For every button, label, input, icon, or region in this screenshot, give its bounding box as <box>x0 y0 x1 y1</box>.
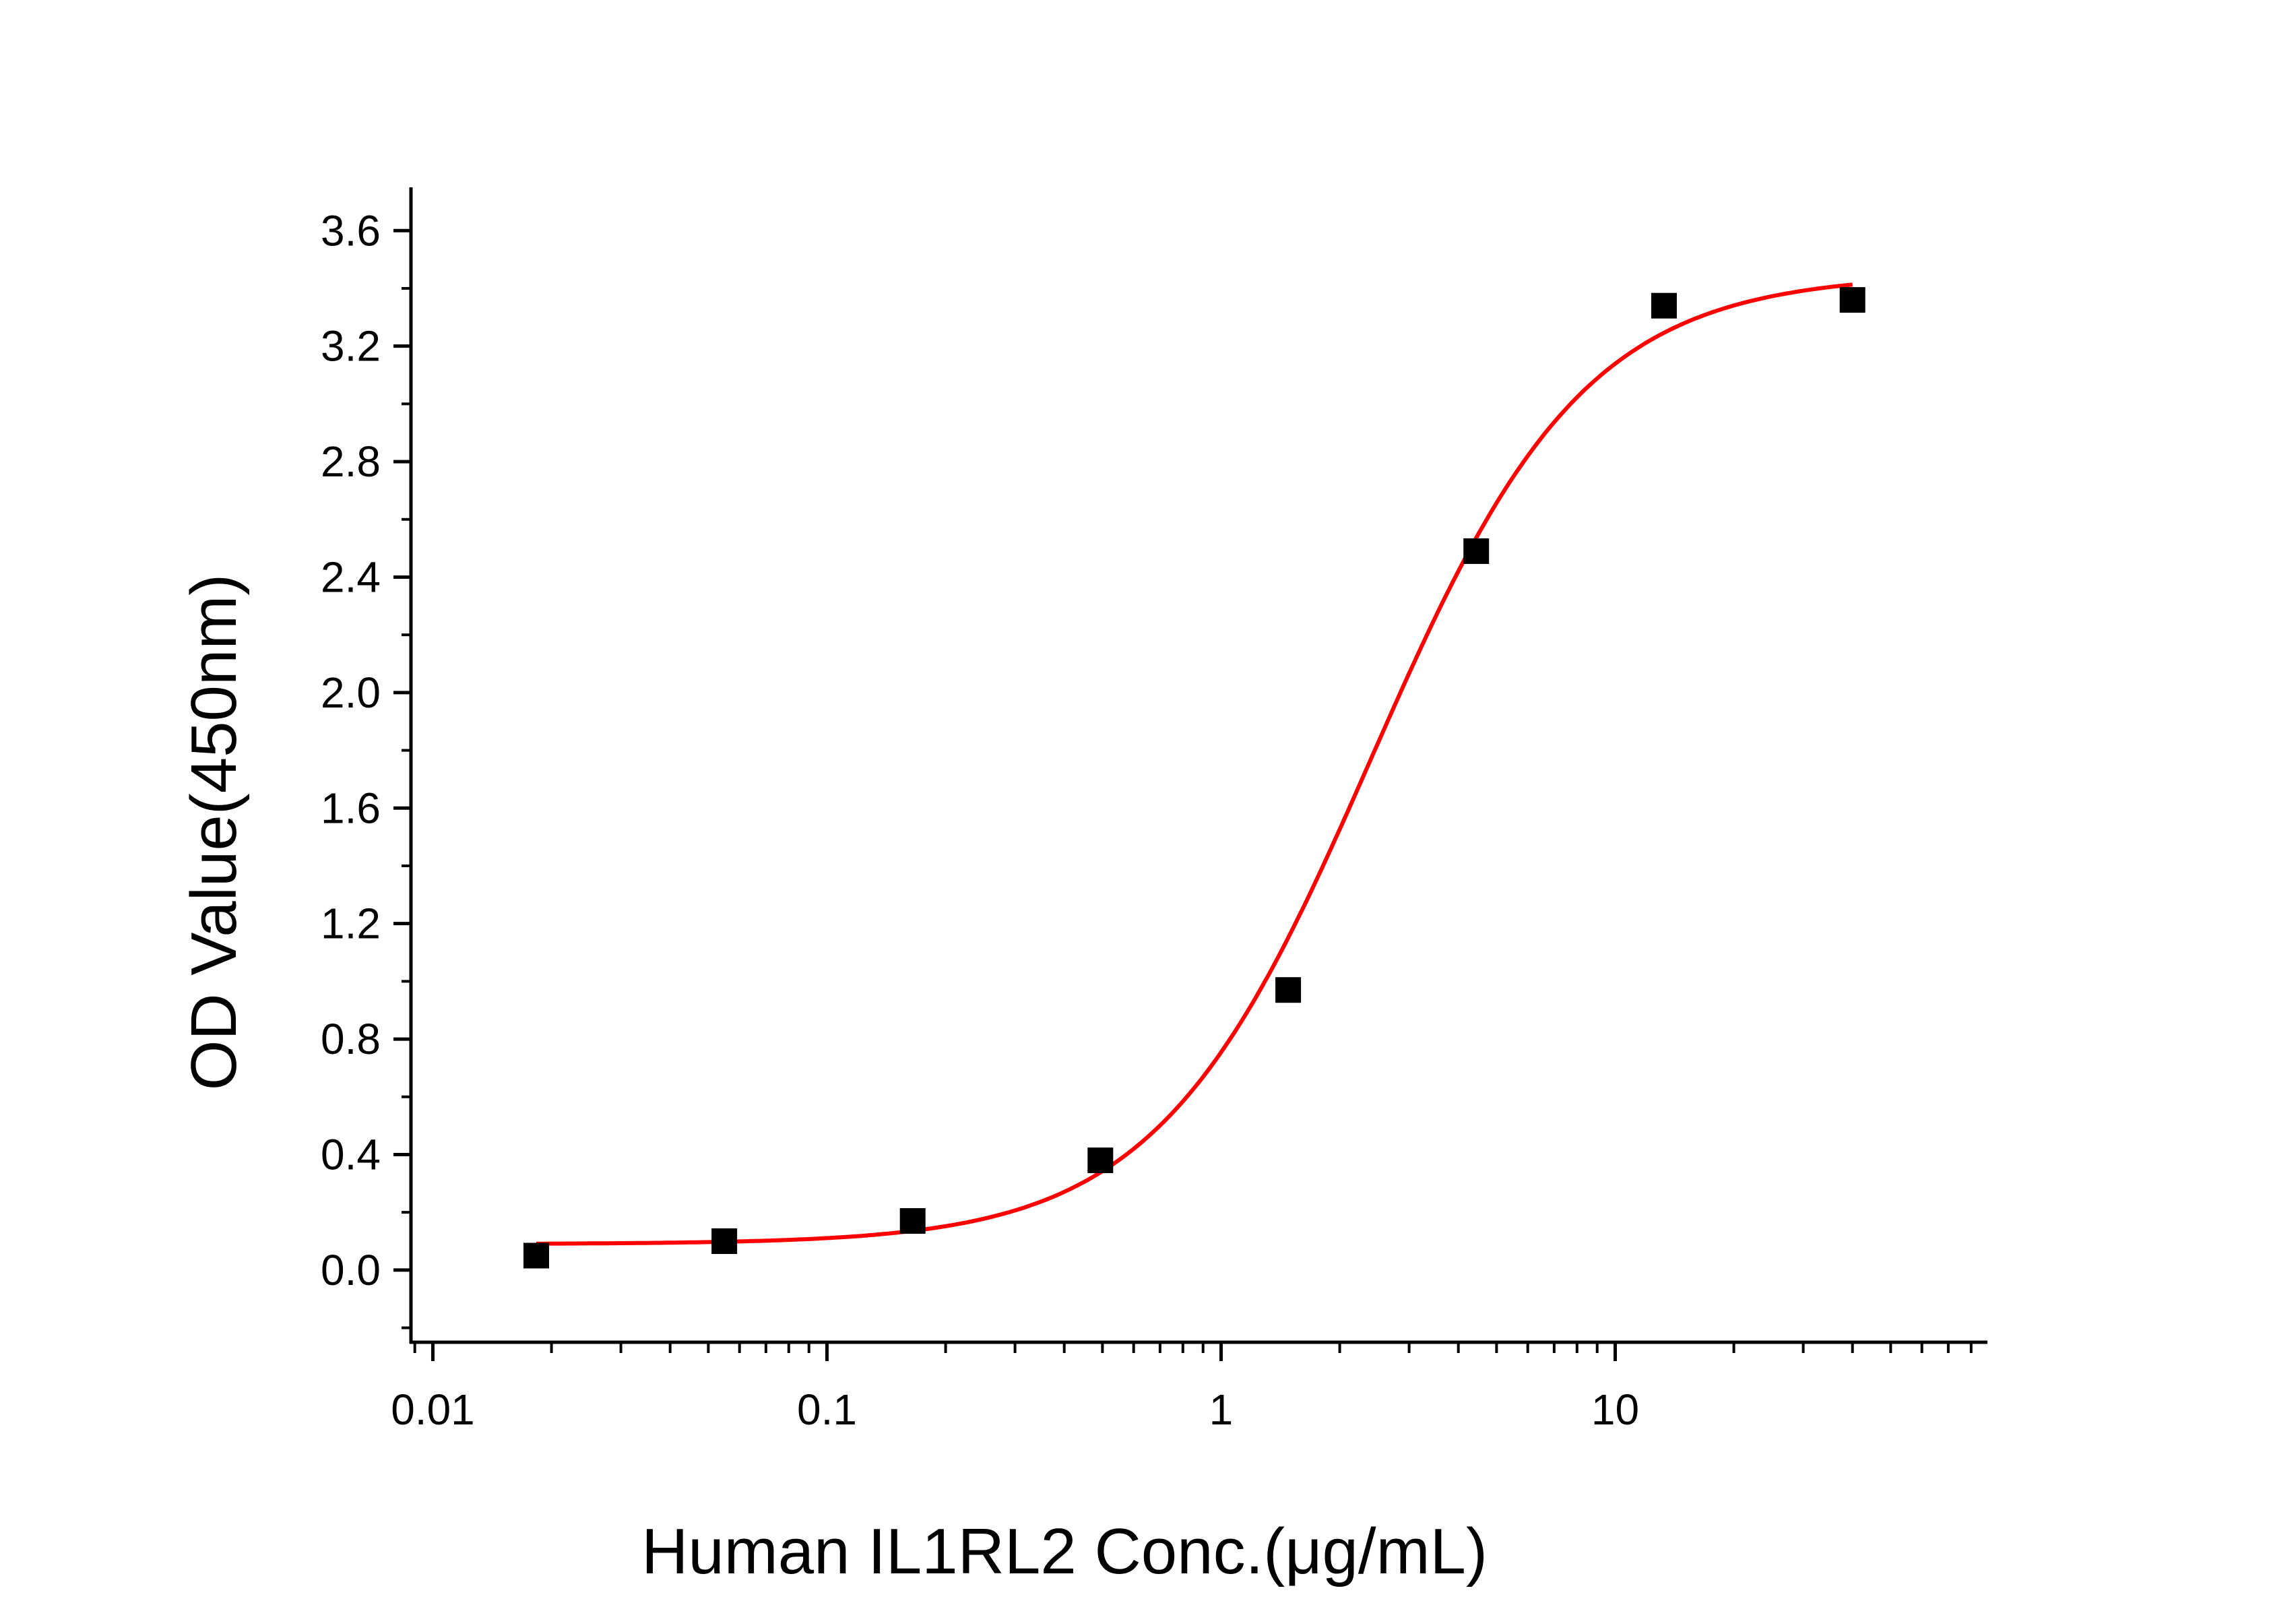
data-point <box>1839 287 1865 313</box>
y-tick-label: 1.6 <box>321 784 381 832</box>
data-point <box>899 1208 926 1234</box>
y-axis-ticks: 0.0 0.4 0.8 1.2 1.6 2.0 2.4 2.8 3.2 3.6 <box>321 206 411 1329</box>
y-tick-label: 3.2 <box>321 322 381 371</box>
y-tick-label: 1.2 <box>321 900 381 948</box>
x-tick-label: 0.1 <box>797 1385 857 1434</box>
fit-curve-layer <box>536 282 1853 1246</box>
fit-curve <box>536 282 1853 1246</box>
data-point <box>1651 292 1677 319</box>
data-point <box>711 1228 738 1255</box>
data-point <box>1087 1148 1114 1174</box>
y-axis-title: OD Value(450nm) <box>178 574 250 1091</box>
x-axis-ticks: 0.01 0.1 1 10 <box>391 1342 1973 1434</box>
y-tick-label: 0.4 <box>321 1130 381 1178</box>
axes <box>409 187 1987 1344</box>
y-tick-label: 2.0 <box>321 668 381 717</box>
y-tick-label: 3.6 <box>321 206 381 255</box>
x-tick-label: 10 <box>1591 1385 1639 1434</box>
y-tick-label: 0.8 <box>321 1015 381 1063</box>
data-point <box>523 1243 550 1269</box>
y-tick-label: 0.0 <box>321 1246 381 1294</box>
y-tick-label: 2.4 <box>321 553 381 601</box>
data-points-layer <box>523 287 1865 1269</box>
y-tick-label: 2.8 <box>321 437 381 486</box>
data-point <box>1463 538 1490 564</box>
x-tick-label: 1 <box>1209 1385 1234 1434</box>
x-axis-title: Human IL1RL2 Conc.(μg/mL) <box>641 1515 1488 1588</box>
x-tick-label: 0.01 <box>391 1385 475 1434</box>
data-point <box>1275 977 1302 1003</box>
